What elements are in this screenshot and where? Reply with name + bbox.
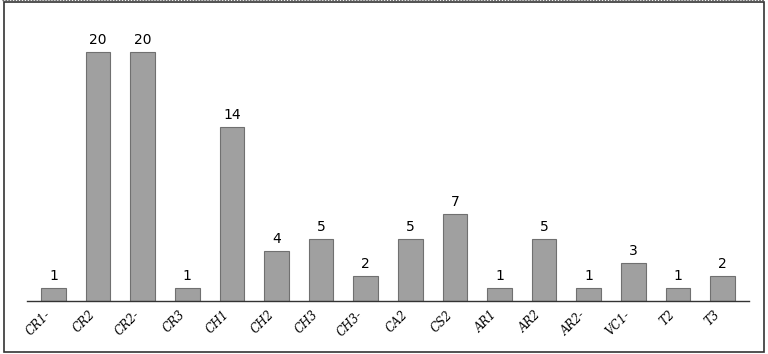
Bar <box>398 239 422 301</box>
Text: 1: 1 <box>495 269 504 283</box>
Text: 1: 1 <box>183 269 192 283</box>
Bar <box>531 239 556 301</box>
Text: 5: 5 <box>406 219 415 234</box>
Text: 7: 7 <box>451 195 459 209</box>
Text: 5: 5 <box>540 219 548 234</box>
Text: 1: 1 <box>584 269 593 283</box>
Bar <box>264 251 289 301</box>
Bar <box>442 214 467 301</box>
Bar <box>220 127 244 301</box>
Bar <box>41 289 66 301</box>
Text: 14: 14 <box>223 108 240 122</box>
Bar <box>353 276 378 301</box>
Bar <box>621 263 646 301</box>
Bar <box>175 289 200 301</box>
Text: 20: 20 <box>134 33 151 47</box>
Bar <box>710 276 735 301</box>
Text: 1: 1 <box>49 269 58 283</box>
Bar <box>131 52 155 301</box>
Text: 2: 2 <box>718 257 727 271</box>
Text: 2: 2 <box>361 257 370 271</box>
Text: 1: 1 <box>674 269 682 283</box>
Text: 20: 20 <box>89 33 107 47</box>
Text: 3: 3 <box>629 245 637 258</box>
Bar <box>86 52 111 301</box>
Bar <box>487 289 511 301</box>
Text: 4: 4 <box>272 232 281 246</box>
Text: 5: 5 <box>316 219 326 234</box>
Bar <box>577 289 601 301</box>
Bar <box>666 289 690 301</box>
Bar <box>309 239 333 301</box>
